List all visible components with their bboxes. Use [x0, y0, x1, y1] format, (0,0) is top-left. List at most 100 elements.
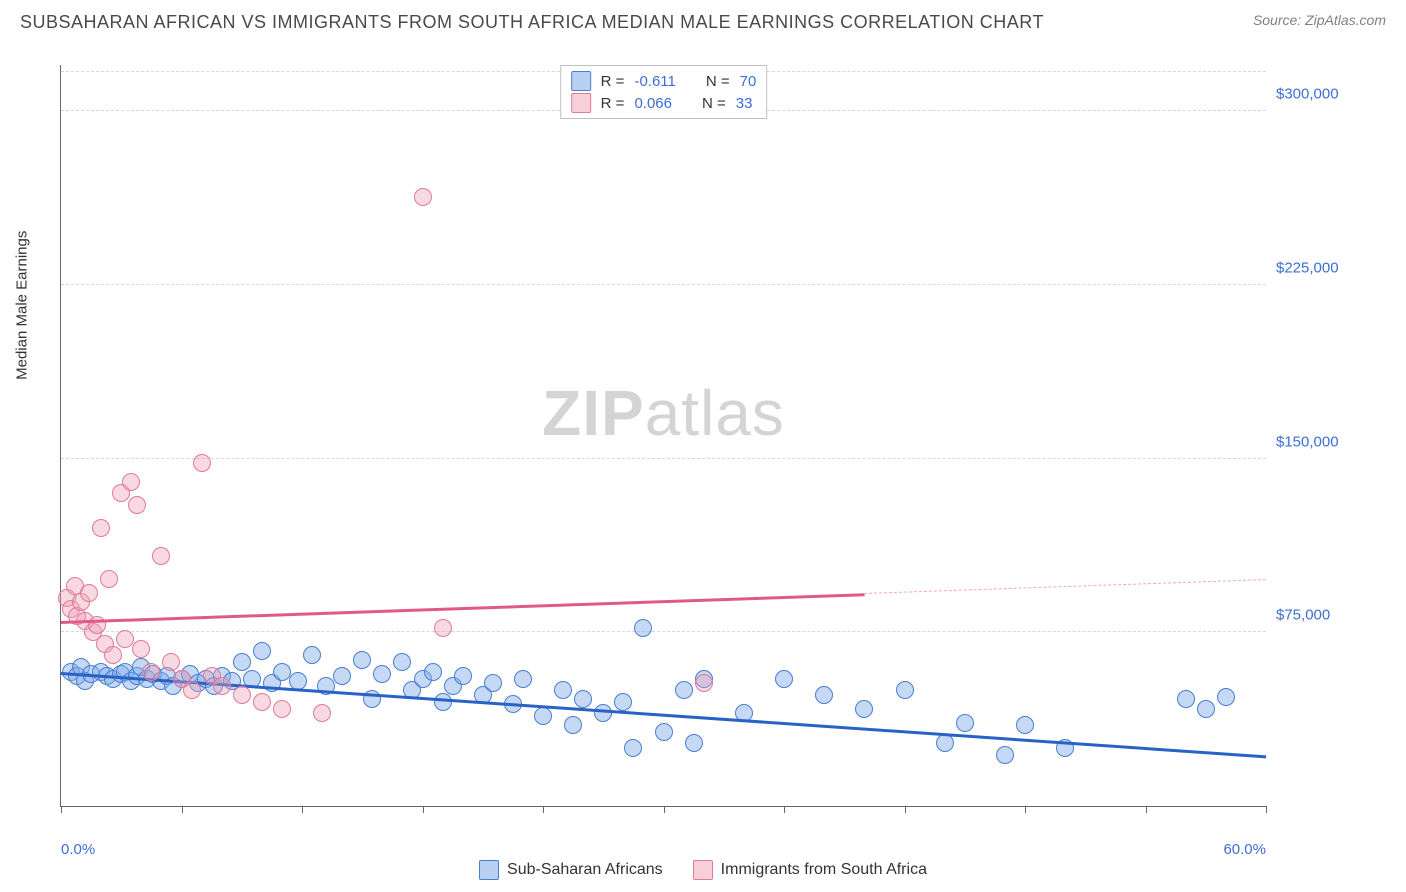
data-point: [80, 584, 98, 602]
legend-label: Immigrants from South Africa: [721, 861, 927, 879]
data-point: [233, 653, 251, 671]
legend-swatch: [693, 860, 713, 880]
plot-area: ZIPatlas R =-0.611N =70R =0.066N =33 $75…: [60, 65, 1266, 807]
data-point: [424, 663, 442, 681]
data-point: [100, 570, 118, 588]
data-point: [685, 734, 703, 752]
data-point: [162, 653, 180, 671]
x-tick-label: 0.0%: [61, 841, 95, 858]
data-point: [183, 681, 201, 699]
data-point: [554, 681, 572, 699]
data-point: [614, 693, 632, 711]
y-tick-label: $225,000: [1276, 259, 1366, 276]
data-point: [534, 707, 552, 725]
trend-line-extrapolated: [864, 579, 1266, 594]
legend-item: Immigrants from South Africa: [693, 860, 927, 880]
data-point: [956, 714, 974, 732]
data-point: [936, 734, 954, 752]
data-point: [1016, 716, 1034, 734]
n-label: N =: [702, 95, 726, 112]
legend-row: R = 0.066 N = 33: [571, 92, 757, 114]
data-point: [1177, 690, 1195, 708]
correlation-legend: R = -0.611 N = 70 R = 0.066 N = 33: [560, 65, 768, 119]
y-tick-label: $150,000: [1276, 433, 1366, 450]
x-tick: [543, 806, 544, 813]
x-tick: [423, 806, 424, 813]
data-point: [454, 667, 472, 685]
data-point: [233, 686, 251, 704]
legend-swatch: [571, 93, 591, 113]
data-point: [253, 693, 271, 711]
r-value: -0.611: [634, 73, 675, 90]
data-point: [353, 651, 371, 669]
x-tick-label: 60.0%: [1223, 841, 1266, 858]
data-point: [484, 674, 502, 692]
data-point: [655, 723, 673, 741]
data-point: [414, 188, 432, 206]
x-tick: [1025, 806, 1026, 813]
data-point: [434, 619, 452, 637]
data-point: [92, 519, 110, 537]
trend-line: [61, 672, 1266, 758]
data-point: [253, 642, 271, 660]
y-tick-label: $300,000: [1276, 86, 1366, 103]
data-point: [132, 640, 150, 658]
chart-title: SUBSAHARAN AFRICAN VS IMMIGRANTS FROM SO…: [20, 12, 1044, 33]
data-point: [634, 619, 652, 637]
data-point: [152, 547, 170, 565]
data-point: [193, 454, 211, 472]
x-tick: [784, 806, 785, 813]
legend-swatch: [479, 860, 499, 880]
legend-swatch: [571, 71, 591, 91]
y-tick-label: $75,000: [1276, 607, 1366, 624]
x-tick: [302, 806, 303, 813]
data-point: [855, 700, 873, 718]
data-point: [273, 700, 291, 718]
gridline: [61, 284, 1266, 285]
legend-label: Sub-Saharan Africans: [507, 861, 663, 879]
chart-container: Median Male Earnings ZIPatlas R =-0.611N…: [50, 55, 1376, 837]
series-legend: Sub-Saharan Africans Immigrants from Sout…: [0, 860, 1406, 880]
data-point: [624, 739, 642, 757]
trend-line: [61, 593, 864, 623]
data-point: [996, 746, 1014, 764]
data-point: [1217, 688, 1235, 706]
data-point: [313, 704, 331, 722]
data-point: [896, 681, 914, 699]
data-point: [128, 496, 146, 514]
data-point: [213, 677, 231, 695]
data-point: [104, 646, 122, 664]
r-label: R =: [601, 95, 625, 112]
data-point: [775, 670, 793, 688]
data-point: [594, 704, 612, 722]
source-attribution: Source: ZipAtlas.com: [1253, 12, 1386, 28]
x-tick: [61, 806, 62, 813]
r-label: R =: [601, 73, 625, 90]
data-point: [373, 665, 391, 683]
n-label: N =: [706, 73, 730, 90]
legend-row: R = -0.611 N = 70: [571, 70, 757, 92]
data-point: [434, 693, 452, 711]
y-axis-label: Median Male Earnings: [14, 231, 31, 380]
x-tick: [664, 806, 665, 813]
data-point: [574, 690, 592, 708]
data-point: [564, 716, 582, 734]
data-point: [333, 667, 351, 685]
data-point: [303, 646, 321, 664]
data-point: [1197, 700, 1215, 718]
n-value: 33: [736, 95, 753, 112]
data-point: [695, 674, 713, 692]
data-point: [393, 653, 411, 671]
data-point: [675, 681, 693, 699]
data-point: [815, 686, 833, 704]
x-tick: [1266, 806, 1267, 813]
gridline: [61, 631, 1266, 632]
watermark: ZIPatlas: [542, 376, 785, 450]
legend-item: Sub-Saharan Africans: [479, 860, 663, 880]
r-value: 0.066: [634, 95, 672, 112]
x-tick: [905, 806, 906, 813]
x-tick: [182, 806, 183, 813]
n-value: 70: [740, 73, 757, 90]
x-tick: [1146, 806, 1147, 813]
data-point: [514, 670, 532, 688]
